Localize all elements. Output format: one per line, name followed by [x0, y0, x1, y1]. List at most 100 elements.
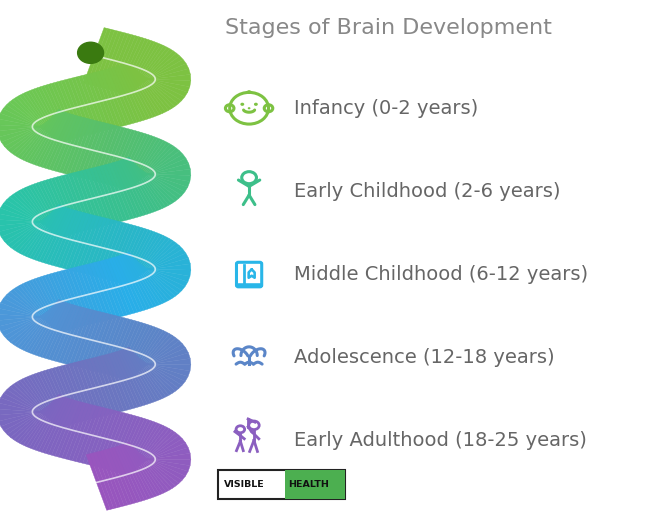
- Polygon shape: [17, 380, 59, 429]
- Polygon shape: [14, 300, 60, 347]
- Polygon shape: [122, 40, 151, 94]
- Polygon shape: [82, 265, 106, 321]
- Polygon shape: [114, 162, 140, 217]
- Polygon shape: [68, 173, 93, 230]
- Polygon shape: [23, 110, 60, 162]
- Polygon shape: [1, 304, 65, 336]
- Polygon shape: [0, 211, 67, 237]
- Polygon shape: [99, 260, 124, 317]
- Polygon shape: [0, 119, 68, 137]
- Polygon shape: [96, 166, 120, 223]
- Polygon shape: [120, 74, 191, 83]
- Polygon shape: [102, 260, 127, 316]
- Polygon shape: [129, 334, 173, 381]
- Polygon shape: [58, 366, 83, 422]
- Polygon shape: [90, 219, 115, 276]
- Polygon shape: [39, 303, 68, 357]
- Polygon shape: [20, 395, 59, 445]
- Polygon shape: [127, 44, 164, 96]
- Polygon shape: [0, 119, 68, 133]
- Polygon shape: [127, 329, 163, 381]
- Polygon shape: [112, 36, 138, 91]
- Polygon shape: [120, 165, 190, 187]
- Polygon shape: [52, 210, 78, 266]
- Polygon shape: [96, 356, 120, 413]
- Polygon shape: [64, 79, 89, 135]
- Polygon shape: [127, 424, 163, 476]
- Polygon shape: [96, 261, 120, 318]
- Polygon shape: [83, 122, 107, 179]
- Polygon shape: [97, 126, 122, 182]
- Polygon shape: [55, 306, 81, 362]
- Polygon shape: [89, 168, 113, 224]
- Polygon shape: [94, 125, 118, 182]
- Polygon shape: [126, 233, 160, 286]
- Polygon shape: [109, 130, 135, 185]
- Polygon shape: [1, 399, 65, 431]
- Polygon shape: [124, 41, 155, 95]
- Polygon shape: [120, 163, 190, 182]
- Polygon shape: [35, 373, 65, 427]
- Polygon shape: [128, 426, 166, 476]
- Polygon shape: [96, 411, 121, 467]
- Polygon shape: [86, 264, 110, 320]
- Polygon shape: [102, 165, 127, 221]
- Polygon shape: [30, 111, 62, 164]
- Polygon shape: [91, 30, 115, 86]
- Polygon shape: [0, 116, 67, 142]
- Polygon shape: [117, 133, 145, 188]
- Polygon shape: [104, 33, 129, 89]
- Polygon shape: [126, 138, 160, 191]
- Polygon shape: [45, 275, 72, 330]
- Polygon shape: [0, 109, 65, 139]
- Circle shape: [248, 107, 250, 109]
- Polygon shape: [17, 205, 59, 253]
- Polygon shape: [120, 69, 190, 87]
- Polygon shape: [129, 239, 173, 286]
- Polygon shape: [123, 159, 153, 213]
- Polygon shape: [116, 66, 144, 121]
- Polygon shape: [72, 310, 96, 366]
- Polygon shape: [129, 62, 169, 112]
- Polygon shape: [106, 224, 131, 280]
- Polygon shape: [32, 206, 64, 260]
- Polygon shape: [72, 362, 96, 419]
- Polygon shape: [25, 186, 61, 239]
- Polygon shape: [120, 258, 190, 277]
- Polygon shape: [41, 276, 69, 331]
- Polygon shape: [127, 442, 163, 495]
- Polygon shape: [83, 313, 107, 369]
- Polygon shape: [44, 180, 72, 235]
- Polygon shape: [108, 163, 134, 219]
- Polygon shape: [45, 399, 72, 454]
- Polygon shape: [129, 47, 170, 96]
- Polygon shape: [128, 140, 167, 191]
- Polygon shape: [0, 214, 68, 232]
- Polygon shape: [26, 376, 61, 428]
- Polygon shape: [32, 184, 63, 238]
- Polygon shape: [128, 336, 176, 381]
- Polygon shape: [0, 405, 68, 421]
- Polygon shape: [102, 355, 127, 411]
- Polygon shape: [41, 371, 70, 426]
- Polygon shape: [0, 403, 68, 418]
- Polygon shape: [49, 210, 75, 265]
- Polygon shape: [82, 169, 106, 226]
- Polygon shape: [83, 27, 107, 84]
- Polygon shape: [79, 361, 103, 417]
- Circle shape: [78, 42, 104, 63]
- Polygon shape: [122, 162, 188, 192]
- Polygon shape: [5, 111, 63, 150]
- Polygon shape: [127, 252, 163, 305]
- Polygon shape: [115, 227, 142, 282]
- Polygon shape: [120, 264, 191, 276]
- Polygon shape: [10, 384, 60, 429]
- Polygon shape: [72, 172, 96, 229]
- Polygon shape: [39, 208, 68, 262]
- Polygon shape: [126, 328, 160, 381]
- Polygon shape: [125, 42, 158, 95]
- Polygon shape: [14, 110, 59, 157]
- Polygon shape: [93, 262, 117, 318]
- Polygon shape: [76, 406, 100, 463]
- Polygon shape: [1, 209, 65, 241]
